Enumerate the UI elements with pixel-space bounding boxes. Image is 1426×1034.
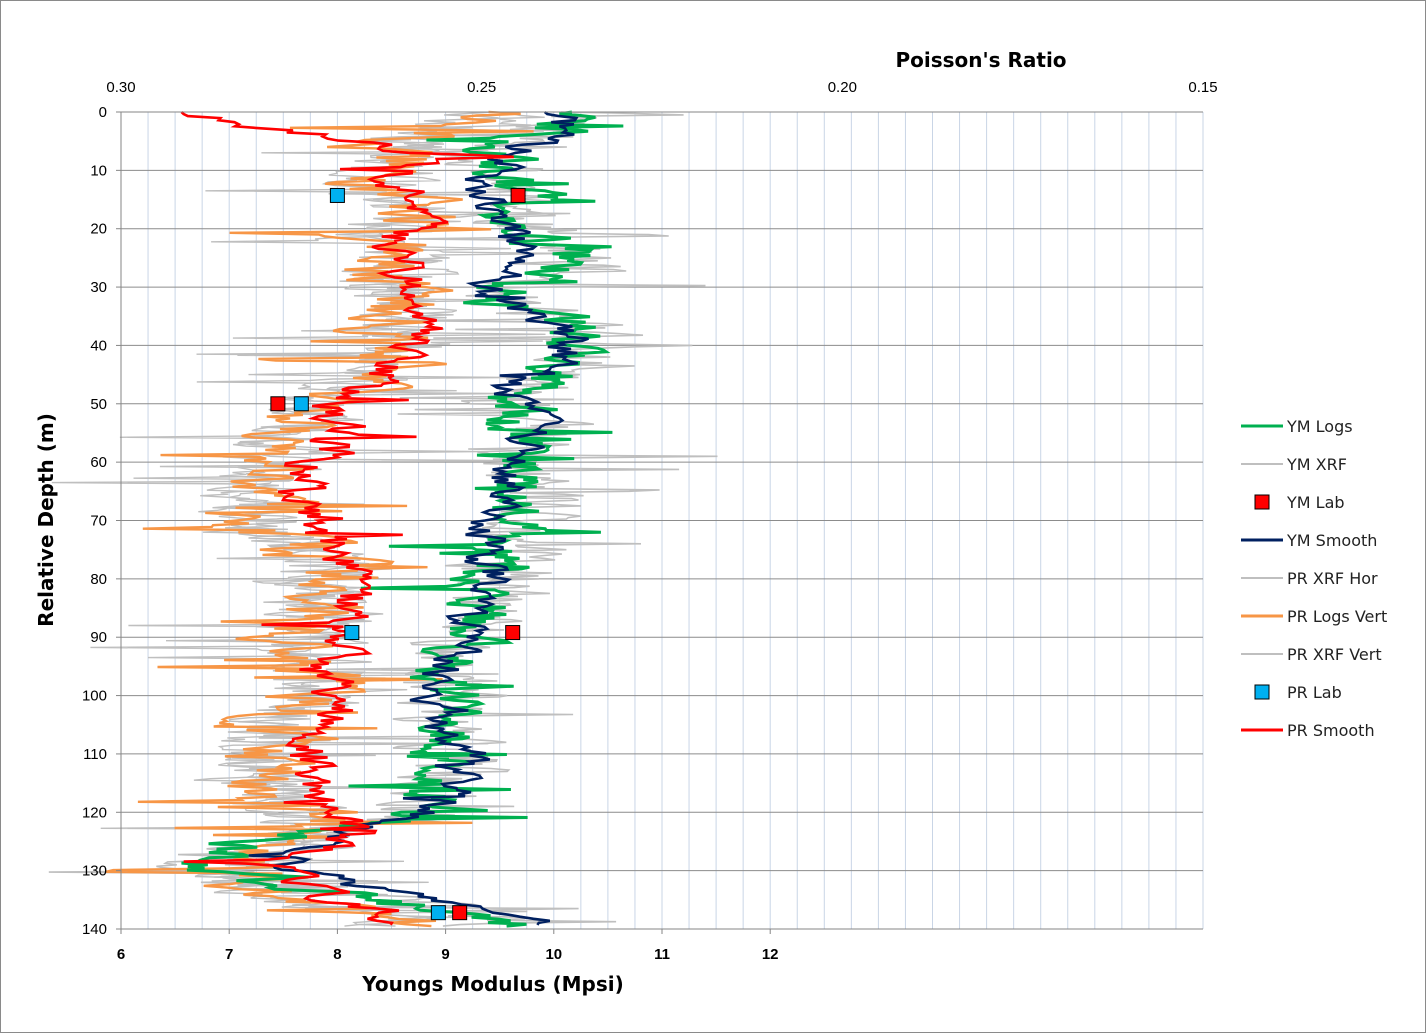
pr-lab-point	[430, 905, 446, 921]
y-tick-label: 80	[90, 571, 107, 588]
legend-swatch	[1254, 684, 1270, 700]
legend-label: PR XRF Vert	[1287, 645, 1382, 664]
series-layer	[48, 110, 718, 928]
legend-label: YM Lab	[1286, 493, 1345, 512]
y-tick-label: 40	[90, 337, 107, 354]
legend-label: PR Smooth	[1287, 721, 1375, 740]
ym-lab-point	[505, 625, 521, 641]
y-tick-label: 10	[90, 162, 107, 179]
pr-tick-label: 0.25	[467, 79, 496, 96]
pr-tick-label: 0.20	[828, 79, 857, 96]
pr-tick-label: 0.30	[106, 79, 135, 96]
ym-tick-label: 11	[654, 946, 670, 963]
ym-tick-label: 7	[225, 946, 233, 963]
axes: 0 10 20 30 40 50 60 70 80 90 100 110 120 130 140 6 7 8 9 10…	[82, 79, 1218, 963]
y-tick-label: 60	[90, 454, 107, 471]
y-tick-label: 0	[99, 104, 107, 121]
legend-label: PR Lab	[1287, 683, 1342, 702]
y-tick-label: 120	[82, 804, 107, 821]
y-tick-label: 110	[83, 746, 107, 763]
ym-tick-label: 8	[333, 946, 341, 963]
ym-tick-label: 10	[545, 946, 562, 963]
y-tick-label: 130	[82, 863, 107, 880]
legend-label: PR XRF Hor	[1287, 569, 1378, 588]
legend-label: YM Logs	[1286, 417, 1353, 436]
legend-label: PR Logs Vert	[1287, 607, 1387, 626]
legend-swatch	[1254, 494, 1270, 510]
legend: YM Logs YM XRF YM Lab YM Smooth PR XRF Hor PR…	[1241, 417, 1387, 740]
ym-tick-label: 9	[441, 946, 449, 963]
x-axis-title-top: Poisson's Ratio	[895, 48, 1066, 72]
series-pr-logs-vert	[105, 110, 534, 928]
y-tick-label: 100	[82, 688, 107, 705]
y-tick-label: 30	[90, 279, 107, 296]
legend-label: YM Smooth	[1286, 531, 1377, 550]
ym-tick-label: 12	[762, 946, 779, 963]
y-tick-label: 140	[82, 921, 107, 938]
ym-lab-point	[270, 396, 286, 412]
ym-tick-label: 6	[117, 946, 125, 963]
pr-lab-point	[329, 187, 345, 203]
pr-lab-point	[293, 396, 309, 412]
pr-lab-point	[344, 625, 360, 641]
y-tick-label: 20	[90, 221, 107, 238]
x-axis-title-bottom: Youngs Modulus (Mpsi)	[361, 972, 623, 996]
y-axis-title: Relative Depth (m)	[34, 413, 58, 627]
y-tick-label: 70	[90, 513, 107, 530]
y-tick-label: 50	[90, 396, 107, 413]
markers	[270, 187, 526, 921]
ym-lab-point	[510, 187, 526, 203]
ym-lab-point	[452, 905, 468, 921]
pr-tick-label: 0.15	[1188, 79, 1217, 96]
series-pr-smooth	[180, 111, 514, 926]
legend-label: YM XRF	[1286, 455, 1347, 474]
y-tick-label: 90	[90, 629, 107, 646]
series-ym-smooth	[248, 111, 589, 926]
